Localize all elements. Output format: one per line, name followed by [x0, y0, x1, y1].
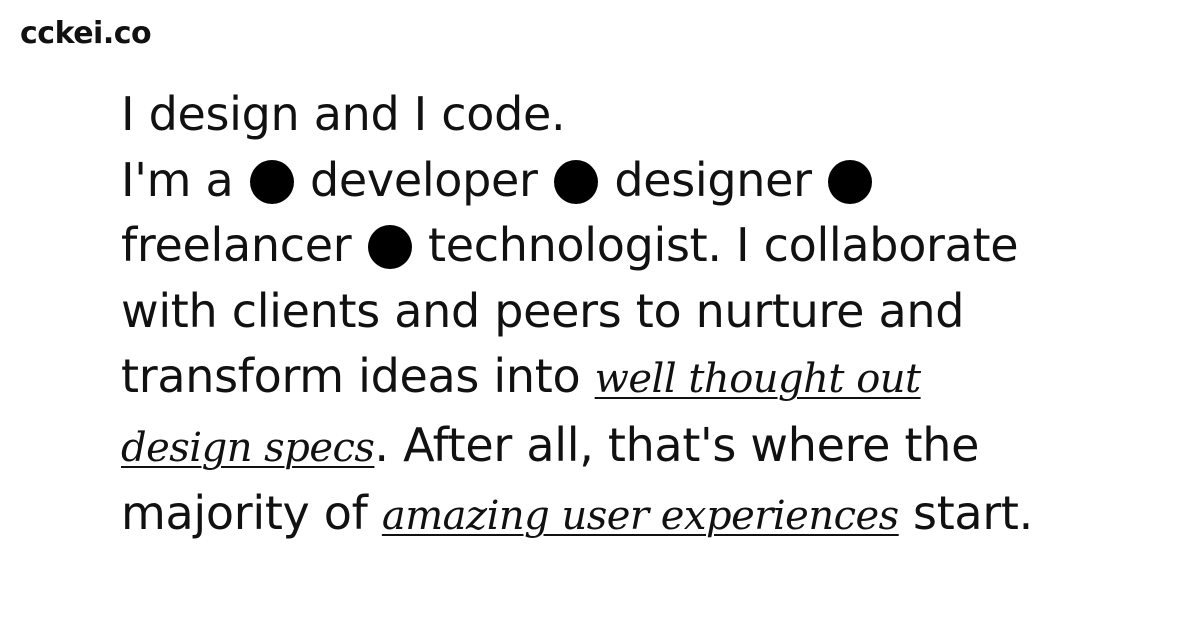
intro-line-1: I design and I code. — [121, 82, 1101, 148]
tagline-text: I design and I code. — [121, 87, 566, 141]
after-all-text: . After all, that's where the — [374, 417, 980, 472]
intro-paragraph: I design and I code. I'm a developer des… — [121, 82, 1101, 550]
transform-text: transform ideas into — [121, 349, 581, 403]
bullet-dot-icon — [367, 225, 412, 269]
bullet-dot-icon — [554, 159, 598, 204]
role-developer: developer — [310, 152, 538, 207]
bullet-dot-icon — [828, 159, 873, 204]
intro-line-2: I'm a developer designer — [121, 148, 1101, 214]
user-experiences-link[interactable]: amazing user experiences — [381, 493, 899, 539]
role-technologist: technologist. — [427, 218, 722, 272]
role-designer: designer — [614, 152, 812, 207]
start-text: start. — [913, 486, 1033, 540]
bullet-dot-icon — [249, 159, 294, 204]
intro-line-7: majority of amazing user experiences sta… — [121, 481, 1101, 550]
majority-text: majority of — [121, 486, 368, 540]
intro-line-3: freelancer technologist. I collaborate — [121, 213, 1101, 279]
role-freelancer: freelancer — [121, 218, 352, 272]
nurture-text: with clients and peers to nurture and — [121, 283, 965, 338]
site-logo[interactable]: cckei.co — [20, 16, 152, 51]
design-specs-link[interactable]: well thought out — [594, 356, 921, 402]
im-a-text: I'm a — [121, 152, 234, 207]
intro-line-4: with clients and peers to nurture and — [121, 279, 1101, 345]
intro-line-5: transform ideas into well thought out — [121, 344, 1101, 413]
intro-line-6: design specs. After all, that's where th… — [121, 413, 1101, 482]
collaborate-text: I collaborate — [736, 218, 1019, 272]
design-specs-link-continued[interactable]: design specs — [121, 424, 375, 471]
